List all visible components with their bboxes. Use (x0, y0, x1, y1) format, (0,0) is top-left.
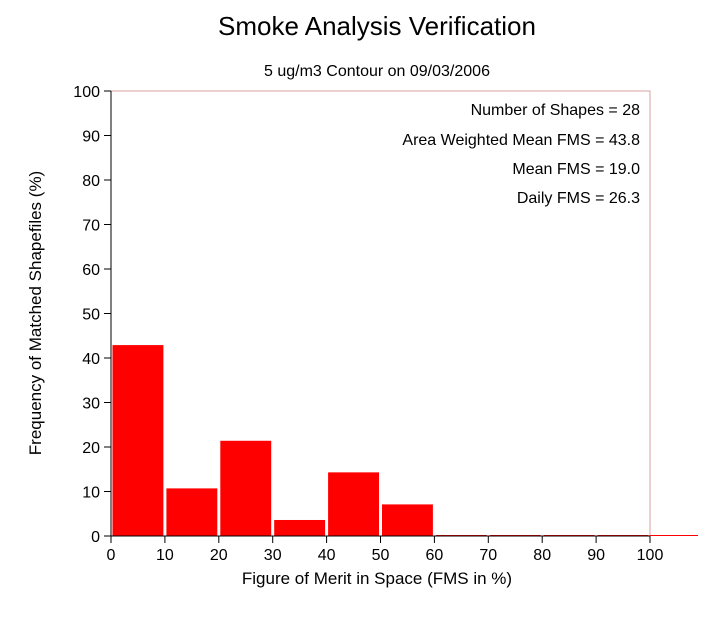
y-tick-label: 40 (82, 351, 100, 368)
histogram-bar-1 (166, 488, 218, 536)
plot-area: 0 10 20 30 40 50 60 70 80 90 100 0 10 20 30 40 50 60 70 80 9… (73, 84, 698, 564)
x-tick-label: 80 (533, 547, 551, 564)
y-tick-label: 20 (82, 440, 100, 457)
y-tick-label: 80 (82, 173, 100, 190)
x-tick-label: 70 (479, 547, 497, 564)
x-tick-label: 60 (426, 547, 444, 564)
stat-annotation: Daily FMS = 26.3 (517, 190, 640, 207)
histogram-bar-0 (112, 345, 164, 536)
y-tick-label: 30 (82, 396, 100, 413)
y-tick-label: 10 (82, 485, 100, 502)
y-tick-label: 70 (82, 218, 100, 235)
x-tick-label: 10 (156, 547, 174, 564)
histogram-bar-2 (220, 440, 272, 536)
x-tick-label: 100 (637, 547, 664, 564)
histogram-bar-4 (328, 472, 379, 536)
x-tick-label: 20 (210, 547, 228, 564)
x-tick-label: 30 (264, 547, 282, 564)
plot-frame (110, 90, 651, 537)
x-axis-label: Figure of Merit in Space (FMS in %) (242, 569, 512, 588)
x-tick-label: 0 (107, 547, 116, 564)
x-tick-label: 90 (587, 547, 605, 564)
y-axis-label: Frequency of Matched Shapefiles (%) (26, 171, 45, 455)
stat-annotation: Mean FMS = 19.0 (512, 161, 640, 178)
y-tick-label: 90 (82, 129, 100, 146)
x-tick-label: 40 (318, 547, 336, 564)
chart-subtitle: 5 ug/m3 Contour on 09/03/2006 (264, 63, 490, 80)
x-tick-label: 50 (372, 547, 390, 564)
stat-annotation: Number of Shapes = 28 (471, 102, 641, 119)
stat-annotation: Area Weighted Mean FMS = 43.8 (402, 132, 640, 149)
histogram-bar-5 (382, 504, 433, 536)
histogram-bar-3 (274, 519, 326, 536)
y-tick-label: 100 (73, 84, 100, 101)
y-tick-label: 0 (91, 529, 100, 546)
chart-title: Smoke Analysis Verification (218, 11, 536, 41)
y-tick-label: 50 (82, 307, 100, 324)
y-tick-label: 60 (82, 262, 100, 279)
